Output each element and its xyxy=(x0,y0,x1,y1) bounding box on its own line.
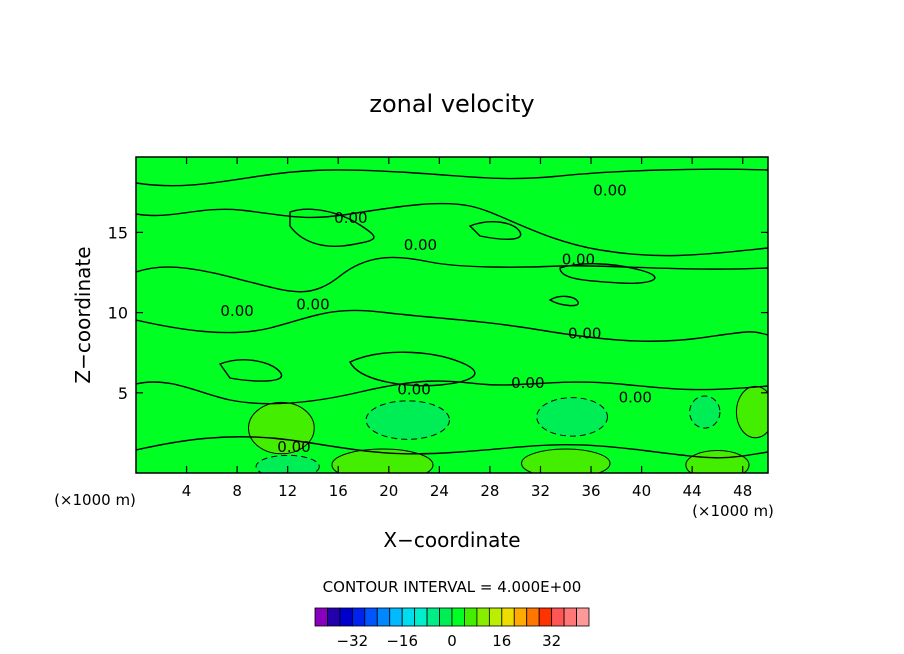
colorbar-swatch xyxy=(576,607,590,627)
plot-frame xyxy=(135,156,769,474)
colorbar-swatch xyxy=(501,607,515,627)
anomaly-region xyxy=(689,396,720,429)
x-tick-label: 32 xyxy=(531,482,550,500)
region-contour xyxy=(685,450,750,473)
colorbar-swatch xyxy=(538,607,553,627)
x-tick-label: 48 xyxy=(733,482,752,500)
region-contour xyxy=(521,448,611,473)
x-unit-left: (×1000 m) xyxy=(54,491,136,509)
contour-label: 0.00 xyxy=(220,302,253,320)
colorbar-tick-label: −16 xyxy=(386,632,418,650)
contour-label: 0.00 xyxy=(277,438,310,456)
x-tick-label: 28 xyxy=(480,482,499,500)
anomaly-region xyxy=(366,400,450,440)
zero-contour xyxy=(289,208,375,247)
colorbar-swatch xyxy=(314,607,328,627)
colorbar-swatch xyxy=(526,607,540,627)
region-contour xyxy=(247,401,315,455)
colorbar-swatch xyxy=(351,607,366,627)
colorbar-swatch xyxy=(339,607,353,627)
zero-contour xyxy=(548,295,579,307)
colorbar-swatch xyxy=(439,607,453,627)
contour-label: 0.00 xyxy=(619,388,652,406)
x-tick-label: 24 xyxy=(430,482,449,500)
anomaly-region xyxy=(536,397,608,437)
zero-contour xyxy=(136,380,768,405)
colorbar-swatch xyxy=(488,607,503,627)
contour-label: 0.00 xyxy=(593,181,626,199)
contour-label: 0.00 xyxy=(568,324,601,342)
anomaly-region xyxy=(331,448,434,473)
colorbar-swatch xyxy=(364,607,378,627)
colorbar-swatch xyxy=(414,607,428,627)
region-contour xyxy=(255,454,320,473)
colorbar-tick-label: −32 xyxy=(337,632,369,650)
colorbar-swatch xyxy=(513,607,528,627)
colorbar-swatch xyxy=(327,607,341,627)
colorbar-tick-label: 16 xyxy=(492,632,511,650)
x-tick-label: 44 xyxy=(683,482,702,500)
zero-contour xyxy=(136,256,768,293)
colorbar: −32 −16 0 16 32 xyxy=(314,607,590,650)
colorbar-swatch xyxy=(389,607,403,627)
zero-contour xyxy=(136,202,768,257)
x-tick-label: 8 xyxy=(232,482,242,500)
zero-contour xyxy=(349,351,476,387)
y-tick-label: 15 xyxy=(108,223,128,242)
plot-area: 0.00 0.00 0.00 0.00 0.00 0.00 0.00 0.00 0.00 0.00… xyxy=(136,157,768,473)
x-tick-label: 36 xyxy=(581,482,600,500)
contour-label: 0.00 xyxy=(511,374,544,392)
chart-title: zonal velocity xyxy=(369,90,534,118)
y-axis-label: Z−coordinate xyxy=(71,246,95,383)
region-contour xyxy=(536,397,608,437)
zero-contour xyxy=(559,263,656,285)
region-contour xyxy=(331,448,434,473)
zero-contour xyxy=(468,221,522,240)
colorbar-tick-label: 0 xyxy=(447,632,457,650)
anomaly-region xyxy=(736,386,768,438)
colorbar-tick-label: 32 xyxy=(542,632,561,650)
x-tick-label: 16 xyxy=(329,482,348,500)
colorbar-swatch xyxy=(464,607,478,627)
contour-label: 0.00 xyxy=(296,295,329,313)
zero-contour xyxy=(136,436,768,459)
contour-label: 0.00 xyxy=(334,209,367,227)
anomaly-region xyxy=(685,450,750,473)
colorbar-swatch xyxy=(451,607,465,627)
y-tick-label: 10 xyxy=(108,304,128,323)
y-tick-label: 5 xyxy=(118,384,128,403)
colorbar-swatch xyxy=(376,607,391,627)
colorbar-swatch xyxy=(476,607,490,627)
x-axis-label: X−coordinate xyxy=(383,528,520,552)
colorbar-swatch xyxy=(401,607,416,627)
zero-contour xyxy=(218,359,283,382)
x-tick-label: 12 xyxy=(278,482,297,500)
colorbar-swatch xyxy=(563,607,577,627)
zero-contour xyxy=(136,168,768,187)
colorbar-swatch xyxy=(426,607,440,627)
contour-label: 0.00 xyxy=(404,236,437,254)
region-contour xyxy=(689,395,721,429)
region-contour xyxy=(365,400,450,440)
anomaly-region xyxy=(521,448,610,473)
zero-contour xyxy=(136,309,768,342)
anomaly-region xyxy=(256,455,320,473)
colorbar-swatch xyxy=(551,607,565,627)
x-unit-right: (×1000 m) xyxy=(692,502,774,520)
x-tick-label: 20 xyxy=(379,482,398,500)
contour-label: 0.00 xyxy=(397,380,430,398)
contour-label: 0.00 xyxy=(562,250,595,268)
x-tick-label: 4 xyxy=(182,482,192,500)
contour-interval-text: CONTOUR INTERVAL = 4.000E+00 xyxy=(323,578,582,596)
x-tick-label: 40 xyxy=(632,482,651,500)
